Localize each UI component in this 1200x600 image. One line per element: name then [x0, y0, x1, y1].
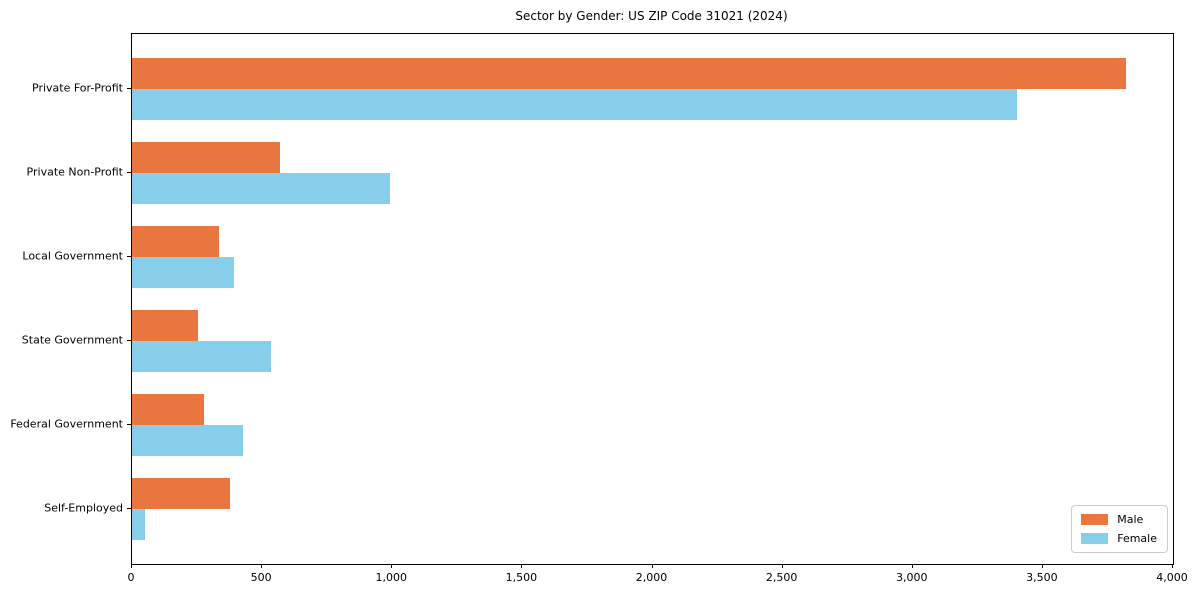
x-tick-label-4-000: 4,000 [1156, 571, 1188, 584]
x-tick-label-1-500: 1,500 [505, 571, 538, 584]
category-label-local-government: Local Government [22, 249, 123, 263]
bar-female-private-for-profit [132, 89, 1017, 120]
bar-male-state-government [132, 310, 199, 341]
y-tick-mark [127, 508, 131, 509]
x-tick-mark [1041, 564, 1043, 568]
x-tick-label-3-000: 3,000 [896, 571, 928, 584]
category-label-self-employed: Self-Employed [44, 501, 123, 515]
bar-female-federal-government [132, 425, 243, 456]
plot-area: Male Female [131, 33, 1174, 565]
legend-swatch-male [1081, 514, 1109, 525]
legend-label-male: Male [1117, 513, 1144, 526]
legend-label-female: Female [1117, 532, 1157, 545]
x-tick-mark [521, 564, 523, 568]
y-tick-mark [127, 256, 131, 257]
category-label-private-non-profit: Private Non-Profit [26, 165, 123, 179]
legend-swatch-female [1081, 533, 1109, 544]
y-tick-mark [127, 172, 131, 173]
x-tick-label-2-000: 2,000 [635, 571, 668, 584]
x-tick-mark [131, 564, 132, 568]
x-tick-mark [781, 564, 783, 568]
y-tick-mark [127, 424, 131, 425]
bar-female-self-employed [132, 509, 145, 540]
bar-female-state-government [132, 341, 272, 372]
legend-item-male: Male [1081, 513, 1157, 526]
y-tick-mark [127, 88, 131, 89]
bar-female-local-government [132, 257, 234, 288]
legend: Male Female [1071, 505, 1168, 553]
bar-male-federal-government [132, 394, 204, 425]
y-tick-mark [127, 340, 131, 341]
x-tick-label-500: 500 [250, 571, 272, 584]
x-tick-mark [391, 564, 393, 568]
legend-item-female: Female [1081, 532, 1157, 545]
category-label-private-for-profit: Private For-Profit [32, 81, 123, 95]
bar-male-private-non-profit [132, 142, 281, 173]
x-tick-label-3-500: 3,500 [1026, 571, 1058, 584]
x-tick-label-1-000: 1,000 [375, 571, 408, 584]
category-label-federal-government: Federal Government [10, 417, 123, 431]
x-tick-mark [651, 564, 653, 568]
bar-female-private-non-profit [132, 173, 390, 204]
bar-male-local-government [132, 226, 220, 257]
x-tick-mark [261, 564, 263, 568]
x-tick-label-2-500: 2,500 [765, 571, 798, 584]
chart-title: Sector by Gender: US ZIP Code 31021 (202… [515, 9, 788, 23]
x-tick-mark [911, 564, 913, 568]
bar-male-self-employed [132, 478, 230, 509]
category-label-state-government: State Government [21, 333, 123, 347]
bar-male-private-for-profit [132, 58, 1127, 89]
x-tick-label-0: 0 [127, 571, 135, 584]
x-tick-mark [1172, 564, 1173, 568]
